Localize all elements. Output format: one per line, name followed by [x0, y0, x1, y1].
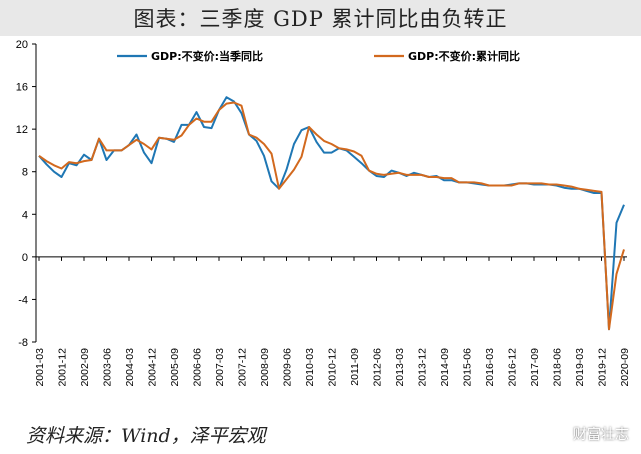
x-tick-label: 2019-03 — [574, 348, 586, 387]
x-tick-label: 2016-12 — [507, 348, 519, 387]
chart-title: 图表：三季度 GDP 累计同比由负转正 — [133, 7, 508, 31]
legend-label-1: GDP:不变价:当季同比 — [151, 49, 263, 63]
source-note: 资料来源：Wind，泽平宏观 — [26, 425, 266, 447]
x-tick-label: 2007-12 — [237, 348, 249, 387]
x-tick-label: 2003-06 — [102, 348, 114, 387]
x-tick-label: 2020-09 — [619, 348, 631, 387]
x-tick-label: 2013-12 — [417, 348, 429, 387]
x-tick-label: 2002-09 — [79, 348, 91, 387]
x-tick-label: 2012-06 — [372, 348, 384, 387]
y-tick-label: -8 — [18, 337, 28, 349]
x-tick-label: 2001-03 — [34, 348, 46, 387]
x-tick-label: 2006-06 — [192, 348, 204, 387]
x-tick-label: 2015-06 — [462, 348, 474, 387]
x-tick-label: 2013-03 — [394, 348, 406, 387]
x-tick-label: 2008-09 — [259, 348, 271, 387]
series-line-1 — [38, 96, 625, 331]
x-tick-label: 2018-06 — [552, 348, 564, 387]
x-tick-label: 2009-06 — [282, 348, 294, 387]
y-tick-label: 16 — [16, 82, 28, 94]
x-tick-label: 2007-03 — [214, 348, 226, 387]
x-tick-label: 2010-03 — [304, 348, 316, 387]
x-tick-label: 2005-09 — [169, 348, 181, 387]
wechat-icon — [547, 426, 567, 442]
x-tick-label: 2017-09 — [529, 348, 541, 387]
x-tick-label: 2004-03 — [124, 348, 136, 387]
x-tick-label: 2004-12 — [147, 348, 159, 387]
y-tick-label: -4 — [18, 294, 28, 306]
y-tick-label: 12 — [16, 124, 28, 136]
y-tick-label: 0 — [22, 252, 28, 264]
y-tick-label: 4 — [22, 209, 28, 221]
y-tick-label: 8 — [22, 167, 28, 179]
legend-label-2: GDP:不变价:累计同比 — [408, 49, 520, 63]
watermark: 财富壮志 — [547, 424, 629, 444]
x-tick-label: 2010-12 — [327, 348, 339, 387]
series-line-2 — [38, 101, 625, 331]
chart-title-bar: 图表：三季度 GDP 累计同比由负转正 — [0, 0, 641, 36]
x-tick-label: 2011-09 — [349, 348, 361, 386]
x-tick-label: 2001-12 — [57, 348, 69, 387]
x-tick-label: 2019-12 — [597, 348, 609, 387]
y-tick-label: 20 — [16, 39, 28, 51]
x-tick-label: 2014-09 — [439, 348, 451, 387]
gdp-line-chart: -8 -4 0 4 8 12 16 20 2001-03 2001-12 2002-09 2003-0… — [16, 39, 631, 387]
watermark-text: 财富壮志 — [573, 427, 629, 443]
x-tick-label: 2016-03 — [484, 348, 496, 387]
